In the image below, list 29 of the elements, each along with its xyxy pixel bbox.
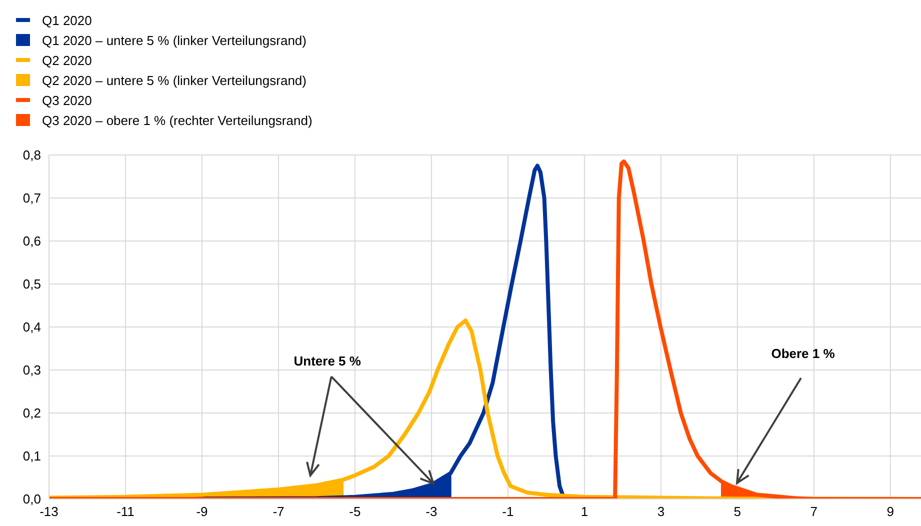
x-tick-label: -7	[272, 504, 284, 520]
y-tick-label: 0,4	[22, 320, 41, 335]
y-tick-label: 0,8	[22, 148, 41, 163]
y-tick-label: 0,2	[22, 406, 41, 421]
x-tick-label: -3	[426, 504, 438, 520]
x-tick-label: 5	[734, 504, 742, 520]
x-tick-label: 3	[657, 504, 665, 520]
legend-label: Q2 2020	[42, 52, 92, 68]
y-tick-label: 0,1	[22, 448, 41, 464]
annotation: Obere 1 %	[771, 346, 836, 361]
y-tick-label: 0,5	[22, 276, 41, 292]
annotation: Untere 5 %	[294, 354, 362, 369]
legend-label: Q1 2020 – untere 5 % (linker Verteilungsrand)	[42, 32, 306, 48]
legend-label: Q1 2020	[42, 12, 92, 28]
x-tick-label: -13	[40, 504, 58, 520]
x-tick-label: -9	[196, 504, 208, 520]
legend-label: Q3 2020	[42, 92, 92, 108]
x-tick-label: 9	[886, 504, 894, 520]
y-tick-label: 0,3	[22, 362, 41, 378]
y-tick-label: 0,7	[22, 190, 41, 206]
y-tick-label: 0,0	[22, 492, 41, 507]
x-tick-label: -11	[116, 504, 134, 520]
x-tick-label: 7	[810, 504, 818, 520]
x-tick-label: -1	[502, 504, 514, 520]
x-tick-label: -5	[349, 504, 361, 520]
x-tick-label: 1	[580, 504, 588, 520]
legend-label: Q3 2020 – obere 1 % (rechter Verteilungsrand)	[42, 112, 312, 128]
legend-label: Q2 2020 – untere 5 % (linker Verteilungsrand)	[42, 72, 306, 88]
y-tick-label: 0,6	[22, 234, 41, 249]
